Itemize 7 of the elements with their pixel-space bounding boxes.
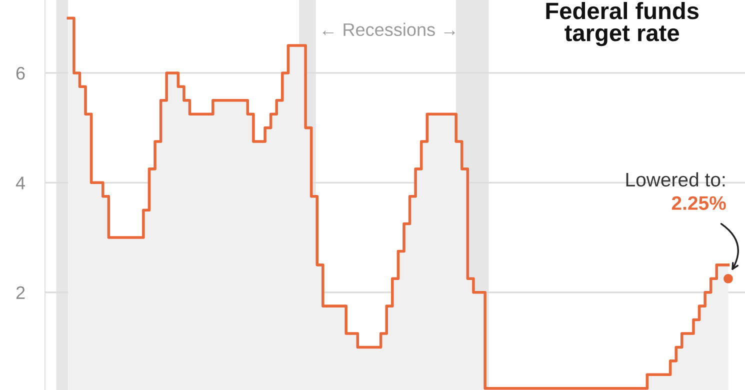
annotation: 2.25% <box>672 196 726 210</box>
text: Federal funds target rate <box>546 2 699 46</box>
annotation: ← Recessions → <box>322 22 455 36</box>
y-tick-label: 6 <box>16 66 25 80</box>
y-tick-label: 4 <box>16 176 26 190</box>
y-tick-label: 2 <box>16 286 25 299</box>
annotation: Lowered to: <box>626 172 725 187</box>
